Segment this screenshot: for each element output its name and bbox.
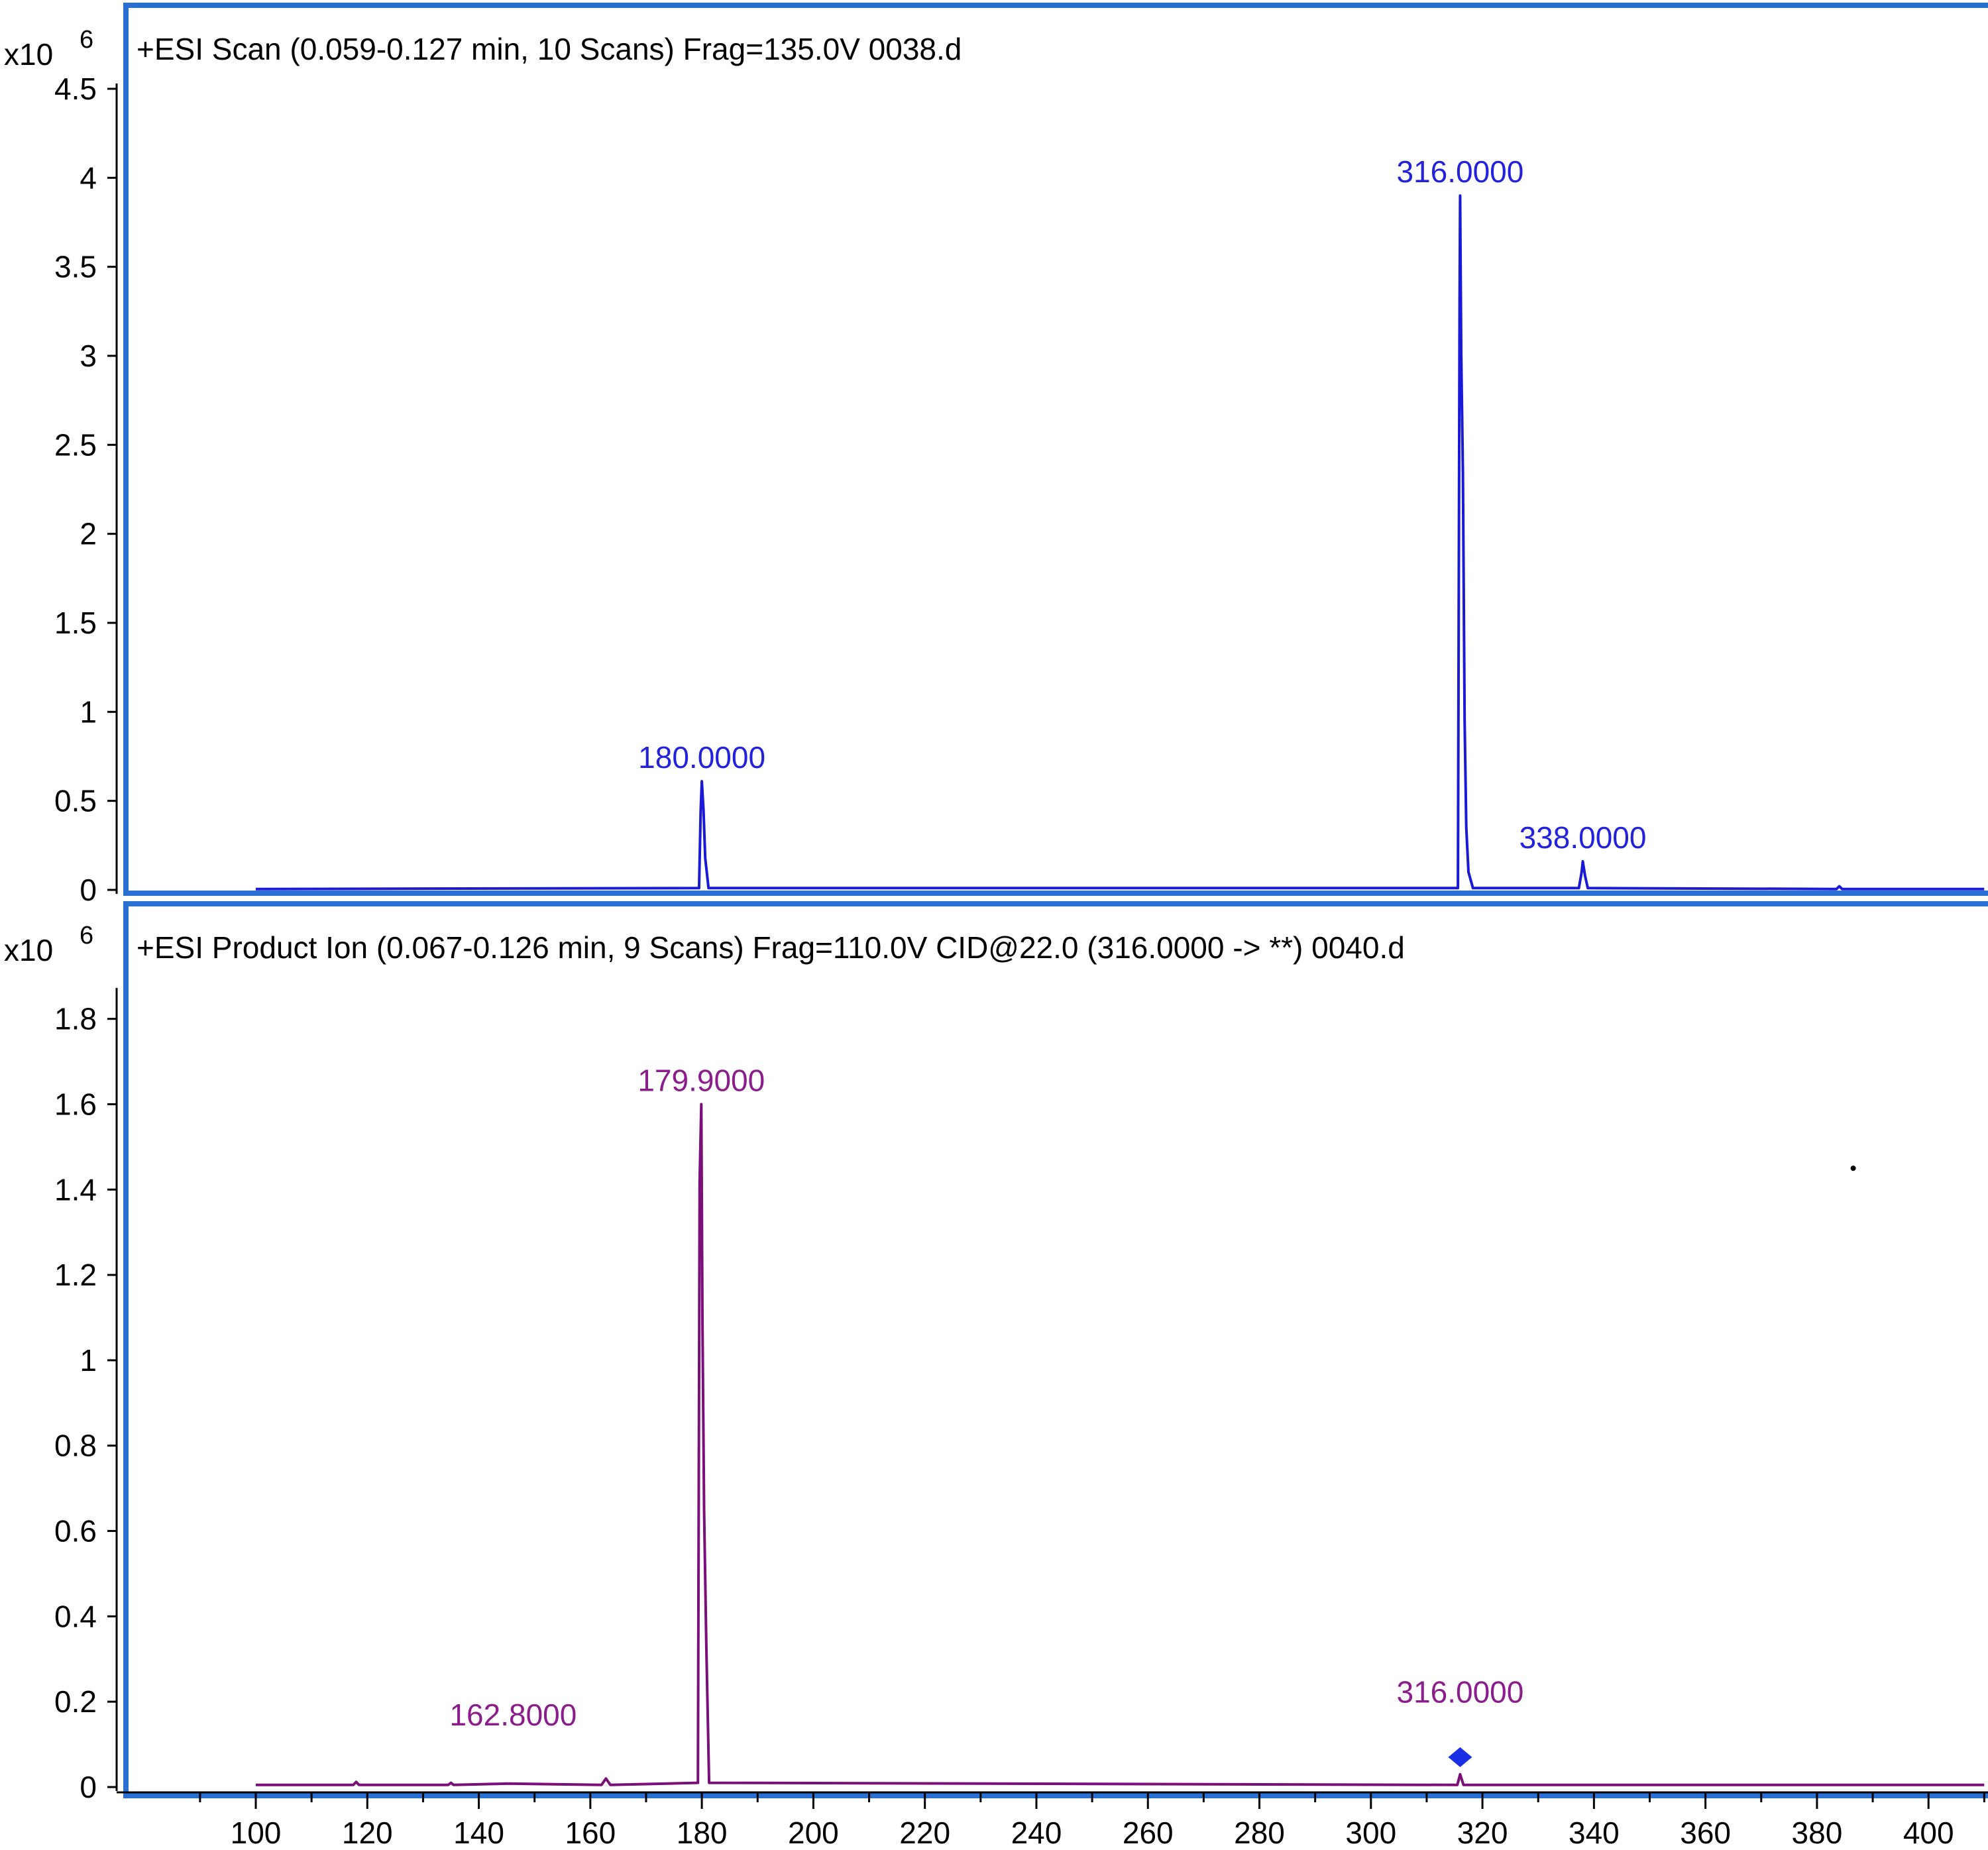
x-tick-label: 180 <box>677 1816 728 1850</box>
product-ion-y-tick-label: 0.2 <box>54 1684 97 1719</box>
product-ion-y-tick-label: 1.4 <box>54 1172 97 1207</box>
ms-scan-title: +ESI Scan (0.059-0.127 min, 10 Scans) Fr… <box>137 32 962 66</box>
ms-scan-y-tick-label: 0 <box>80 873 97 907</box>
ms-scan-y-multiplier-exponent: 6 <box>80 26 93 54</box>
x-tick-label: 100 <box>231 1816 282 1850</box>
ms-scan-y-tick-label: 4.5 <box>54 72 97 106</box>
product-ion-panel: x10 6 +ESI Product Ion (0.067-0.126 min,… <box>4 901 1988 1850</box>
product-ion-peak-label: 316.0000 <box>1396 1675 1523 1710</box>
product-ion-y-tick-label: 1 <box>80 1343 97 1378</box>
product-ion-frame <box>123 901 1988 1798</box>
x-tick-label: 360 <box>1680 1816 1731 1850</box>
product-ion-peak-label: 162.8000 <box>449 1698 577 1732</box>
product-ion-peak-labels: 179.9000 162.8000 316.0000 <box>449 1063 1523 1732</box>
ms-scan-y-ticks: 0 0.5 1 1.5 2 2.5 3 3.5 4 4.5 <box>54 72 117 907</box>
product-ion-y-tick-label: 0.4 <box>54 1599 97 1633</box>
ms-scan-y-tick-label: 4 <box>80 160 97 195</box>
ms-scan-y-tick-label: 2.5 <box>54 427 97 462</box>
ms-scan-peak-label: 180.0000 <box>638 740 765 775</box>
product-ion-y-tick-label: 0 <box>80 1770 97 1804</box>
product-ion-y-ticks: 0 0.2 0.4 0.6 0.8 1 1.2 1.4 1.6 1.8 <box>54 1002 117 1804</box>
product-ion-y-multiplier-exponent: 6 <box>80 922 93 950</box>
x-tick-label: 380 <box>1792 1816 1843 1850</box>
ms-scan-y-multiplier: x10 <box>4 37 53 72</box>
product-ion-title: +ESI Product Ion (0.067-0.126 min, 9 Sca… <box>137 930 1405 965</box>
ms-scan-y-tick-label: 2 <box>80 517 97 551</box>
x-tick-label: 240 <box>1011 1816 1062 1850</box>
x-tick-label: 340 <box>1569 1816 1620 1850</box>
x-tick-label: 320 <box>1457 1816 1508 1850</box>
product-ion-y-tick-label: 0.6 <box>54 1514 97 1549</box>
product-ion-peak-label: 179.9000 <box>637 1063 765 1097</box>
ms-scan-y-tick-label: 0.5 <box>54 784 97 818</box>
stray-data-point <box>1850 1166 1856 1171</box>
x-tick-label: 260 <box>1123 1816 1174 1850</box>
x-axis-ticks: 100 120 140 160 180 200 220 240 260 280 300 320 340 3… <box>117 1791 1988 1850</box>
product-ion-y-tick-label: 1.6 <box>54 1087 97 1121</box>
ms-scan-y-tick-label: 3.5 <box>54 250 97 284</box>
x-tick-label: 200 <box>788 1816 839 1850</box>
ms-scan-y-tick-label: 1.5 <box>54 606 97 640</box>
ms-scan-peak-label: 338.0000 <box>1519 820 1647 855</box>
x-tick-label: 220 <box>899 1816 950 1850</box>
ms-scan-frame <box>123 3 1988 896</box>
product-ion-y-tick-label: 0.8 <box>54 1429 97 1463</box>
x-tick-label: 120 <box>342 1816 393 1850</box>
ms-scan-panel: x10 6 +ESI Scan (0.059-0.127 min, 10 Sca… <box>4 3 1988 907</box>
x-tick-label: 300 <box>1345 1816 1396 1850</box>
ms-scan-y-tick-label: 1 <box>80 694 97 729</box>
x-tick-label: 280 <box>1234 1816 1285 1850</box>
precursor-ion-marker <box>1448 1747 1472 1767</box>
product-ion-plot-area <box>256 1103 1985 1786</box>
product-ion-y-multiplier: x10 <box>4 933 53 967</box>
ms-scan-peak-label: 316.0000 <box>1396 154 1523 189</box>
product-ion-y-tick-label: 1.8 <box>54 1002 97 1036</box>
ms-scan-y-tick-label: 3 <box>80 339 97 373</box>
ms-scan-plot-area <box>255 194 1985 891</box>
ms-scan-spectrum-line <box>255 194 1985 891</box>
x-tick-label: 160 <box>565 1816 616 1850</box>
product-ion-spectrum-line <box>256 1103 1985 1786</box>
ms-scan-peak-labels: 180.0000 316.0000 338.0000 <box>638 154 1646 855</box>
x-tick-label: 400 <box>1903 1816 1954 1850</box>
product-ion-y-tick-label: 1.2 <box>54 1258 97 1292</box>
x-tick-label: 140 <box>453 1816 504 1850</box>
